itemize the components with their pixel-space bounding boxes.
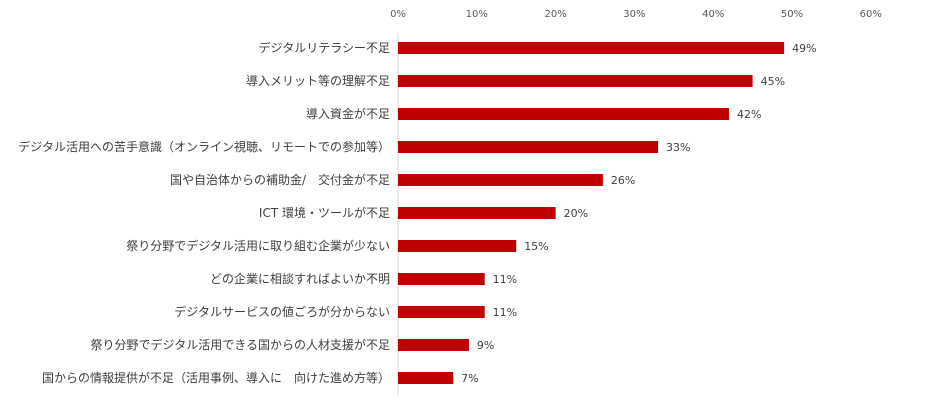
value-label: 11% [493,306,517,319]
bar [398,108,729,120]
bar [398,273,485,285]
category-label: どの企業に相談すればよいか不明 [210,271,390,286]
value-label: 42% [737,108,761,121]
value-label: 11% [493,273,517,286]
bar [398,141,659,153]
category-label: 導入メリット等の理解不足 [246,74,390,88]
x-tick-label: 30% [623,9,645,20]
bar [398,174,603,186]
category-label: 国や自治体からの補助金/ 交付金が不足 [170,172,390,187]
value-label: 7% [461,372,478,385]
x-tick-label: 60% [860,9,882,20]
category-label: 導入資金が不足 [306,106,390,121]
bar [398,75,753,87]
category-label: デジタルリテラシー不足 [258,40,390,55]
bars [398,42,785,384]
x-tick-label: 20% [544,9,566,20]
category-label: 国からの情報提供が不足（活用事例、導入に 向けた進め方等） [42,370,390,385]
category-label: ICT 環境・ツールが不足 [259,205,390,220]
bar [398,372,454,384]
x-tick-label: 0% [390,9,406,20]
value-labels: 49% 45% 42% 33% 26% 20% 15% 11% 11% 9% 7% [461,42,816,385]
bar [398,339,469,351]
bar [398,306,485,318]
value-label: 33% [666,141,690,154]
value-label: 15% [524,240,548,253]
x-tick-label: 10% [466,9,488,20]
category-label: 祭り分野でデジタル活用できる国からの人材支援が不足 [90,337,390,352]
value-label: 9% [477,339,494,352]
category-label: 祭り分野でデジタル活用に取り組む企業が少ない [126,238,390,253]
value-label: 45% [761,75,785,88]
bar [398,240,517,252]
value-label: 49% [792,42,816,55]
bar [398,42,785,54]
x-axis-ticks: 0% 10% 20% 30% 40% 50% 60% [390,9,882,20]
category-label: デジタルサービスの値ごろが分からない [174,304,390,319]
value-label: 20% [564,207,588,220]
x-tick-label: 40% [702,9,724,20]
value-label: 26% [611,174,635,187]
x-tick-label: 50% [781,9,803,20]
bar [398,207,556,219]
category-labels: デジタルリテラシー不足導入メリット等の理解不足導入資金が不足デジタル活用への苦手… [18,40,390,385]
category-label: デジタル活用への苦手意識（オンライン視聴、リモートでの参加等） [18,139,390,154]
